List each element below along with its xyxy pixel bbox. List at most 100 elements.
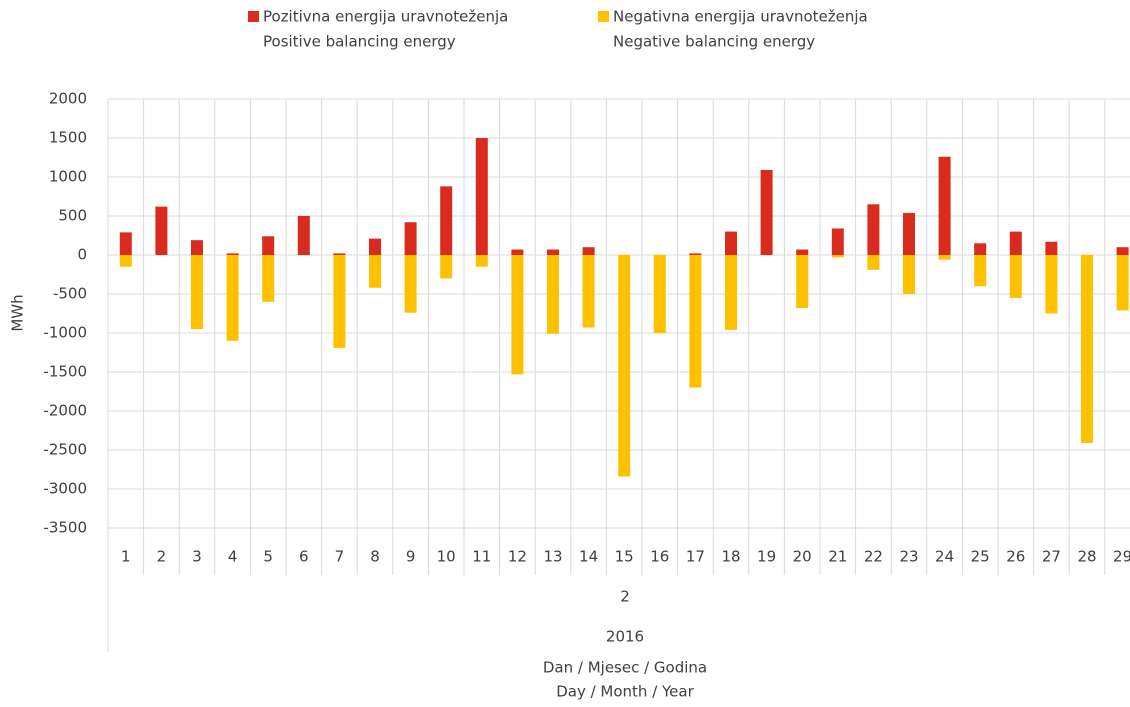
- y-tick-label: -2000: [43, 402, 87, 420]
- legend-label: Positive balancing energy: [263, 33, 456, 51]
- x-tick-label: 23: [899, 548, 918, 566]
- bar: [618, 255, 631, 477]
- bar: [974, 243, 987, 255]
- y-tick-label: -1500: [43, 363, 87, 381]
- x-tick-label: 5: [263, 548, 273, 566]
- bar: [725, 231, 737, 255]
- bar: [689, 253, 702, 255]
- x-tick-label: 13: [543, 548, 562, 566]
- bar: [903, 212, 915, 255]
- x-tick-label: 3: [192, 548, 202, 566]
- x-tick-label: 15: [615, 548, 634, 566]
- y-tick-label: -1000: [43, 324, 87, 342]
- bar: [1045, 241, 1058, 255]
- bar: [1009, 231, 1022, 255]
- bar: [191, 255, 203, 330]
- legend-label: Negative balancing energy: [613, 33, 815, 51]
- bar: [369, 238, 381, 255]
- y-tick-label: 0: [77, 246, 87, 264]
- bar: [796, 249, 809, 255]
- x-tick-label: 10: [437, 548, 456, 566]
- bar: [1081, 255, 1093, 443]
- bar: [725, 255, 737, 330]
- bar: [831, 228, 844, 255]
- x-tick-label: 26: [1006, 548, 1025, 566]
- x-tick-label: 16: [650, 548, 669, 566]
- y-tick-label: -2500: [43, 441, 87, 459]
- x-tick-label: 18: [721, 548, 740, 566]
- x-tick-label: 14: [579, 548, 598, 566]
- legend-label: Pozitivna energija uravnoteženja: [263, 8, 508, 26]
- bar: [1045, 255, 1058, 314]
- bar: [547, 255, 559, 334]
- bar: [974, 255, 987, 287]
- y-tick-label: 1500: [49, 129, 87, 147]
- legend-swatch: [598, 11, 609, 22]
- bar: [191, 240, 203, 255]
- x-tick-label: 11: [472, 548, 491, 566]
- x-tick-label: 7: [335, 548, 345, 566]
- x-axis-label: Dan / Mjesec / Godina: [543, 659, 707, 677]
- bar: [511, 249, 524, 255]
- bar: [903, 255, 915, 294]
- bar: [155, 206, 168, 255]
- bar: [653, 255, 666, 333]
- bar: [369, 255, 381, 288]
- bar: [475, 138, 488, 255]
- bar: [867, 255, 880, 270]
- bar: [297, 216, 310, 255]
- bar: [1116, 247, 1129, 255]
- y-tick-label: 2000: [49, 90, 87, 108]
- bar: [938, 156, 951, 255]
- x-tick-label: 4: [228, 548, 238, 566]
- x-tick-label: 29: [1113, 548, 1130, 566]
- x-tick-label: 28: [1077, 548, 1096, 566]
- bar: [440, 186, 453, 255]
- y-tick-label: 500: [58, 207, 87, 225]
- bar: [262, 236, 275, 255]
- bar: [547, 249, 559, 255]
- x-tick-label: 19: [757, 548, 776, 566]
- x-tick-label: 24: [935, 548, 954, 566]
- bar: [333, 253, 346, 255]
- x-axis-label: Day / Month / Year: [556, 683, 694, 701]
- y-tick-label: 1000: [49, 168, 87, 186]
- bar: [938, 255, 951, 260]
- x-tick-label: 25: [971, 548, 990, 566]
- year-label: 2016: [606, 628, 644, 646]
- bar: [119, 255, 132, 267]
- x-tick-label: 6: [299, 548, 309, 566]
- x-tick-label: 27: [1042, 548, 1061, 566]
- bar: [582, 247, 595, 255]
- bar: [1009, 255, 1022, 298]
- bar: [689, 255, 702, 388]
- y-tick-label: -3500: [43, 519, 87, 537]
- y-tick-label: -3000: [43, 480, 87, 498]
- bar: [867, 204, 880, 255]
- x-tick-label: 17: [686, 548, 705, 566]
- x-tick-label: 8: [370, 548, 380, 566]
- legend-label: Negativna energija uravnoteženja: [613, 8, 868, 26]
- x-tick-label: 20: [793, 548, 812, 566]
- bar: [262, 255, 275, 302]
- x-tick-label: 1: [121, 548, 131, 566]
- bar: [226, 253, 239, 255]
- bar: [440, 255, 453, 279]
- y-tick-label: -500: [53, 285, 87, 303]
- x-tick-label: 12: [508, 548, 527, 566]
- x-tick-label: 2: [157, 548, 167, 566]
- y-axis-label: MWh: [9, 294, 27, 331]
- bar: [511, 255, 524, 375]
- bar: [404, 222, 417, 255]
- bar: [475, 255, 488, 267]
- bar: [796, 255, 809, 309]
- bar: [760, 169, 773, 255]
- bar: [582, 255, 595, 328]
- bar: [404, 255, 417, 313]
- x-tick-label: 22: [864, 548, 883, 566]
- bar: [226, 255, 239, 341]
- x-tick-label: 21: [828, 548, 847, 566]
- bar: [119, 232, 132, 255]
